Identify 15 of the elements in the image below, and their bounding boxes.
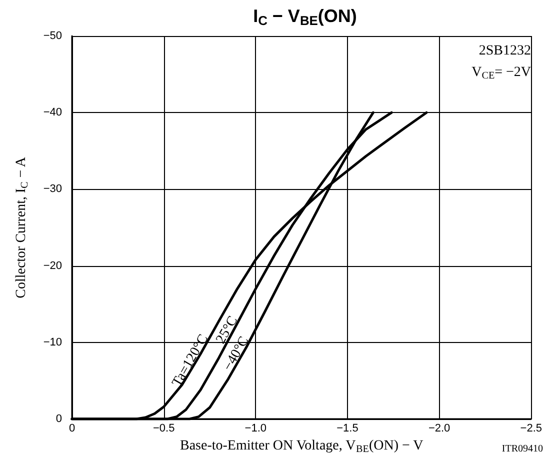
annotation: 2SB1232 (478, 44, 531, 58)
x-tick-label: −0.5 (152, 422, 175, 434)
y-axis-title: Collector Current, IC − A (14, 156, 30, 298)
y-tick-label: −10 (43, 336, 62, 348)
y-tick-label: 0 (56, 413, 62, 425)
x-tick-label: −2.5 (520, 422, 542, 434)
y-tick-label: −20 (43, 260, 62, 272)
y-tick-label: −30 (43, 183, 62, 196)
y-tick-label: −40 (43, 106, 62, 119)
text: ITR09410 (502, 444, 543, 454)
x-tick-label: −2.0 (428, 422, 450, 434)
x-tick-label: 0 (68, 422, 76, 434)
y-tick-label: −50 (43, 30, 62, 42)
x-tick-label: −1.5 (336, 422, 358, 434)
x-tick-label: −1.0 (244, 422, 267, 434)
